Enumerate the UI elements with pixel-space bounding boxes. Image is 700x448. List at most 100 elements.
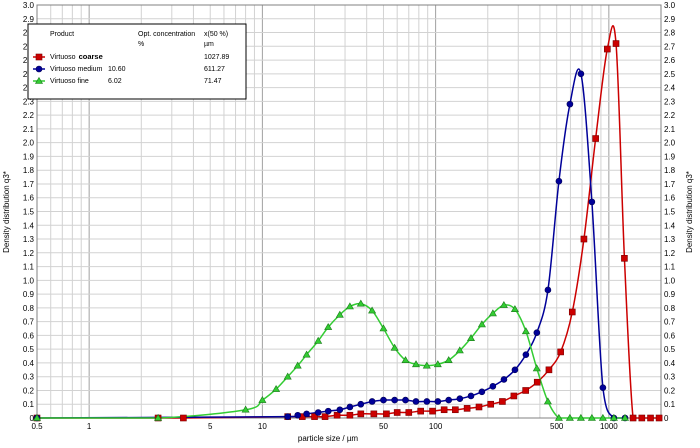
data-point-circle [391,396,398,404]
data-point-circle [303,410,310,418]
legend-concentration-medium: 10.60 [108,66,126,73]
data-point-triangle [356,299,365,307]
data-point-square [647,414,654,422]
data-point-circle [336,406,344,414]
legend-entry-medium: Virtuoso medium 10.60 611.27 [33,65,225,73]
data-point-square [452,406,459,414]
data-point-square [370,410,378,418]
legend-entry-fine: Virtuoso fine 6.02 71.47 [33,76,222,85]
data-point-triangle [532,364,541,372]
data-point-square [604,45,611,53]
y-tick-label-left: 1.6 [23,194,35,203]
y-tick-label-right: 2.0 [664,139,676,148]
y-tick-label-left: 0.6 [23,331,35,340]
y-tick-label-left: 0 [30,414,35,423]
data-point-triangle [598,413,607,421]
data-point-square [475,403,483,411]
y-tick-label-right: 2.9 [664,15,676,24]
data-point-triangle [576,413,585,421]
data-point-circle [489,383,497,390]
data-point-triangle [433,360,442,368]
y-tick-label-left: 2.2 [23,111,35,120]
x-tick-label: 1000 [600,422,618,431]
x-tick-label: 5 [208,422,213,431]
y-tick-label-right: 1.6 [664,194,676,203]
x-tick-label: 500 [550,422,564,431]
data-point-triangle [411,360,421,368]
data-point-circle [588,198,596,206]
y-tick-label-right: 2.2 [664,111,676,120]
legend-product-medium: Virtuoso medium [50,66,103,73]
data-point-triangle [401,356,410,364]
data-point-circle [544,286,552,294]
data-point-square [440,406,448,414]
data-point-triangle [422,361,431,369]
y-tick-label-left: 1.1 [23,263,35,272]
y-tick-label-right: 0.5 [664,345,676,354]
data-point-square [405,409,413,416]
y-tick-label-left: 0.1 [23,400,35,409]
data-point-square [311,413,318,420]
data-point-square [393,409,401,416]
data-point-triangle [455,346,464,354]
data-point-triangle [499,301,508,308]
data-point-triangle [521,327,530,335]
data-point-triangle [609,413,618,421]
data-point-circle [357,400,365,408]
y-tick-label-right: 0.7 [664,318,676,327]
y-tick-label-right: 2.1 [664,125,676,134]
y-tick-label-left: 1.8 [23,166,35,175]
y-tick-label-right: 1.1 [664,263,676,272]
data-point-triangle [272,385,281,392]
data-point-circle [577,70,585,78]
legend-marker-circle [35,65,43,73]
y-tick-label-left: 0.8 [23,304,35,313]
data-point-circle [511,366,519,374]
data-point-circle [434,398,442,405]
data-point-square [463,405,471,412]
y-tick-label-left: 1.5 [23,208,35,217]
data-point-square [592,135,599,142]
data-point-circle [555,177,563,185]
data-point-circle [566,100,574,108]
y-tick-label-right: 2.8 [664,29,676,38]
y-tick-label-left: 2.1 [23,125,35,134]
legend-marker-square [35,53,43,61]
legend-x50-medium: 611.27 [204,66,225,73]
legend-unit-x50: µm [204,41,214,48]
y-tick-label-right: 0.6 [664,331,676,340]
data-point-circle [478,388,486,396]
x-tick-label: 0.5 [31,422,43,431]
y-tick-label-left: 0.9 [23,290,35,299]
data-point-square [629,414,637,422]
data-point-circle [412,398,420,405]
y-tick-label-left: 0.2 [23,386,35,395]
y-tick-label-right: 2.4 [664,84,676,93]
data-point-circle [294,411,302,419]
legend-x50-coarse: 1027.89 [204,54,229,61]
x-tick-labels: 0.5 1 5 10 50 100 500 1000 [31,422,618,431]
y-tick-label-right: 0.9 [664,290,676,299]
y-tick-label-left: 1.7 [23,180,35,189]
data-point-circle [456,395,464,403]
data-point-circle [522,351,530,358]
x-tick-label: 100 [429,422,443,431]
data-point-square [429,407,436,415]
data-point-circle [599,384,607,392]
y-tick-label-right: 1.4 [664,221,676,230]
data-point-square [346,411,354,419]
y-tick-label-right: 0.3 [664,373,676,382]
y-tick-label-right: 1.2 [664,249,676,258]
data-point-triangle [390,343,399,351]
y-tick-label-left: 1.2 [23,249,35,258]
data-point-square [180,414,187,422]
data-point-circle [314,409,322,416]
series-markers [32,40,663,422]
data-point-triangle [293,361,302,369]
data-point-square [545,366,553,374]
data-point-triangle [565,413,574,421]
legend-marker-triangle [34,76,44,84]
x-tick-label: 50 [379,422,388,431]
y-tick-label-right: 2.7 [664,42,676,51]
y-tick-label-right: 0.4 [664,359,676,368]
